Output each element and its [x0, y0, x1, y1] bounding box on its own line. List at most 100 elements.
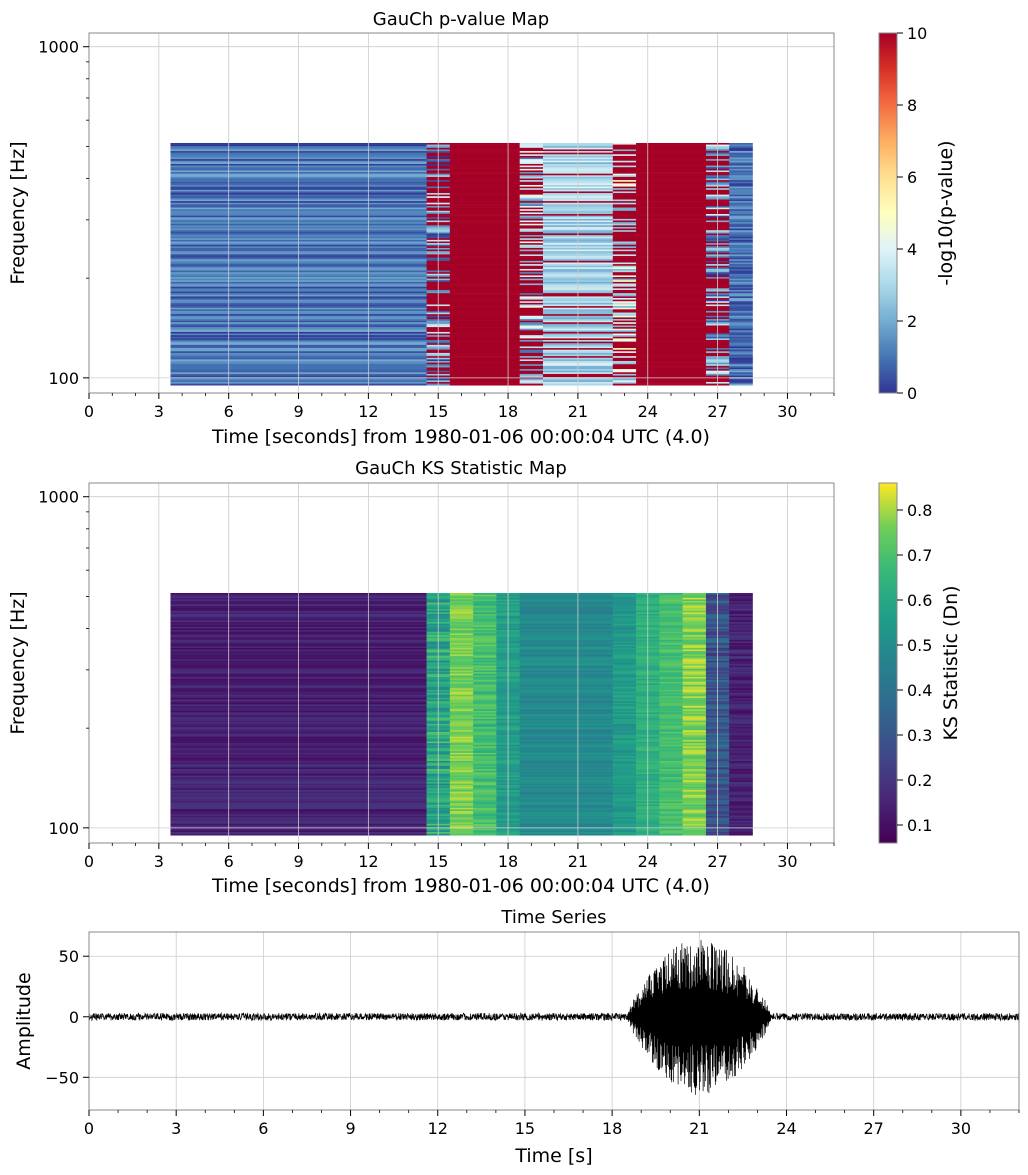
heatmap-cell [659, 683, 683, 686]
heatmap-cell [519, 597, 614, 600]
heatmap-cell [729, 822, 753, 825]
heatmap-cell [659, 823, 683, 826]
heatmap-cell [449, 306, 520, 308]
heatmap-cell [473, 688, 497, 691]
heatmap-cell [682, 748, 707, 750]
heatmap-cell [636, 265, 707, 268]
heatmap-cell [519, 264, 544, 267]
heatmap-cell [473, 817, 497, 820]
heatmap-cell [729, 243, 753, 246]
heatmap-cell [449, 706, 474, 708]
heatmap-cell [729, 160, 753, 163]
heatmap-cell [519, 333, 544, 336]
heatmap-cell [612, 381, 637, 384]
heatmap-cell [449, 743, 474, 746]
heatmap-cell [449, 636, 474, 639]
heatmap-cell [473, 686, 497, 689]
heatmap-cell [682, 806, 707, 809]
heatmap-cell [636, 172, 707, 174]
heatmap-cell [729, 739, 753, 742]
heatmap-cell [449, 196, 520, 199]
heatmap-cell [519, 678, 614, 681]
heatmap-cell [449, 212, 520, 215]
heatmap-cell [473, 781, 497, 784]
heatmap-cell [519, 257, 544, 260]
heatmap-cell [729, 738, 753, 741]
heatmap-cell [612, 162, 637, 165]
heatmap-cell [449, 781, 474, 784]
heatmap-cell [659, 775, 683, 778]
heatmap-cell [729, 175, 753, 178]
heatmap-cell [729, 617, 753, 620]
heatmap-cell [449, 688, 474, 691]
heatmap-cell [636, 335, 707, 338]
heatmap-cell [659, 799, 683, 802]
heatmap-cell [519, 833, 614, 836]
heatmap-cell [612, 683, 637, 686]
heatmap-cell [729, 331, 753, 334]
heatmap-cell [729, 267, 753, 270]
heatmap-cell [473, 599, 497, 602]
heatmap-cell [659, 723, 683, 726]
heatmap-cell [612, 778, 637, 781]
heatmap-cell [636, 197, 707, 200]
heatmap-cell [473, 672, 497, 675]
heatmap-cell [612, 275, 637, 278]
heatmap-cell [449, 220, 520, 223]
heatmap-cell [659, 739, 683, 742]
colorbar-tick-label: 0.2 [907, 771, 932, 790]
heatmap-cell [449, 181, 520, 184]
heatmap-cell [473, 694, 497, 697]
heatmap-cell [449, 790, 474, 792]
heatmap-cell [729, 693, 753, 696]
heatmap-cell [729, 815, 753, 818]
heatmap-cell [449, 322, 520, 325]
heatmap-cell [519, 346, 544, 349]
heatmap-cell [612, 315, 637, 318]
heatmap-cell [659, 694, 683, 697]
heatmap-cell [612, 728, 637, 731]
y-tick-label: −50 [45, 1068, 79, 1087]
heatmap-cell [519, 751, 614, 754]
heatmap-cell [729, 212, 753, 215]
heatmap-cell [449, 315, 520, 318]
heatmap-cell [612, 817, 637, 820]
heatmap-cell [612, 636, 637, 639]
heatmap-cell [519, 639, 614, 642]
heatmap-cell [519, 159, 544, 162]
heatmap-cell [729, 193, 753, 195]
heatmap-cell [612, 244, 637, 247]
heatmap-cell [636, 168, 707, 171]
heatmap-cell [449, 207, 520, 210]
heatmap-cell [682, 639, 707, 642]
heatmap-cell [636, 338, 707, 341]
heatmap-cell [729, 764, 753, 767]
heatmap-cell [519, 235, 544, 237]
heatmap-cell [473, 743, 497, 746]
heatmap-cell [449, 172, 520, 174]
heatmap-cell [636, 372, 707, 375]
y-tick-label: 0 [69, 1008, 79, 1027]
heatmap-cell [473, 605, 497, 608]
heatmap-cell [612, 283, 637, 286]
heatmap-cell [519, 278, 544, 281]
heatmap-cell [612, 631, 637, 634]
heatmap-cell [449, 597, 474, 600]
heatmap-cell [659, 725, 683, 728]
heatmap-cell [612, 623, 637, 626]
heatmap-cell [729, 346, 753, 349]
heatmap-cell [519, 194, 544, 197]
heatmap-cell [612, 230, 637, 233]
heatmap-cell [449, 676, 474, 679]
heatmap-cell [473, 777, 497, 779]
heatmap-cell [636, 244, 707, 247]
heatmap-cell [659, 636, 683, 639]
heatmap-cell [612, 626, 637, 629]
heatmap-cell [612, 218, 637, 221]
heatmap-cell [449, 697, 474, 700]
heatmap-cell [612, 307, 637, 310]
heatmap-cell [612, 322, 637, 325]
heatmap-cell [682, 786, 707, 789]
heatmap-cell [519, 602, 614, 605]
heatmap-cell [473, 680, 497, 683]
